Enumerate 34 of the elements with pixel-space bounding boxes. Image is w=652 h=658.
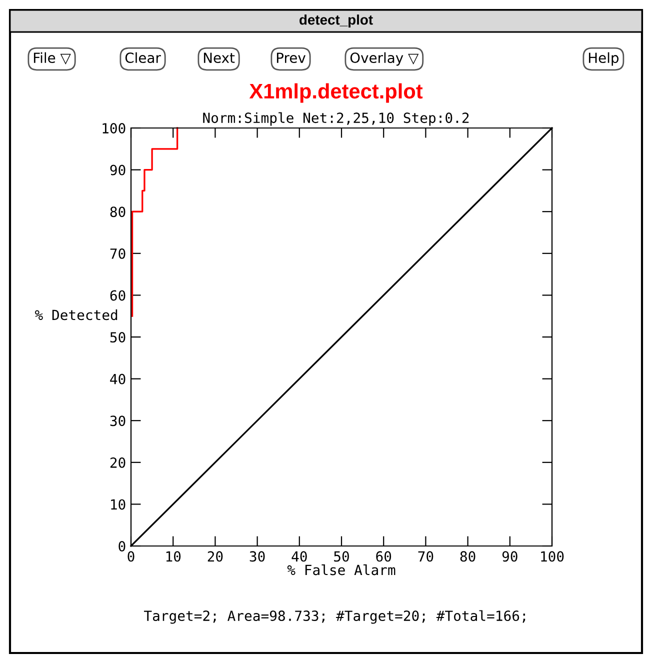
text: detect_plot: [300, 14, 373, 28]
y-tick-label: 90: [110, 164, 126, 176]
x-tick-label: 70: [418, 551, 434, 562]
text: Overlay ▽: [350, 52, 419, 66]
y-axis-title: % Detected: [34, 309, 118, 320]
y-tick-label: 80: [110, 206, 126, 218]
x-tick-label: 80: [460, 551, 476, 562]
text: Prev: [276, 52, 306, 64]
x-tick-label: 30: [250, 551, 265, 562]
y-tick-label: 20: [110, 457, 126, 468]
x-tick-label: 20: [208, 551, 223, 562]
chart-subtitle: Norm:Simple Net:2,25,10 Step:0.2: [203, 112, 469, 126]
y-tick-label: 100: [102, 123, 126, 134]
y-tick-label: 10: [111, 499, 126, 510]
x-tick-label: 90: [502, 551, 518, 562]
y-tick-label: 40: [110, 374, 126, 384]
y-tick-label: 0: [118, 541, 126, 552]
text: Next: [204, 52, 235, 64]
x-tick-label: 10: [166, 551, 181, 562]
x-tick-label: 40: [292, 551, 307, 562]
text: Help: [588, 52, 619, 66]
y-tick-label: 60: [110, 290, 126, 301]
text: File ▽: [34, 52, 71, 65]
y-tick-label: 70: [110, 248, 126, 259]
x-axis-title: % False Alarm: [287, 564, 396, 576]
x-tick-label: 100: [541, 551, 564, 562]
text: Clear: [125, 52, 161, 64]
x-tick-label: 60: [376, 551, 392, 562]
text: Target=2; Area=98.733; #Target=20; #Total=166;: [144, 610, 526, 624]
chart-title: X1mlp.detect.plot: [249, 83, 423, 103]
x-tick-label: 0: [128, 551, 134, 562]
x-tick-label: 50: [334, 551, 349, 562]
y-tick-label: 30: [110, 416, 126, 426]
y-tick-label: 50: [110, 332, 126, 343]
